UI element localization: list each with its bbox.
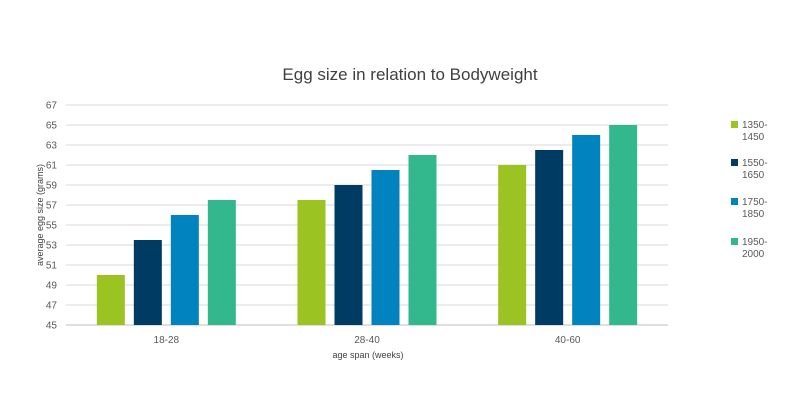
bar [207,200,236,325]
chart-title: Egg size in relation to Bodyweight [282,65,537,84]
y-tick-label: 49 [46,281,58,292]
legend-item: 1750-1850 [731,197,768,220]
legend-label: 1350- [742,120,768,131]
y-axis-label: average egg size (grams) [35,164,45,266]
bar [535,150,564,325]
legend-item: 1950-2000 [731,237,768,260]
bar [609,125,638,325]
legend-label: 1650 [742,170,765,181]
x-axis-label: age span (weeks) [332,350,403,360]
y-tick-label: 67 [46,101,58,112]
y-tick-label: 57 [46,201,58,212]
legend-label: 1750- [742,197,768,208]
bars-group [96,125,638,325]
legend-label: 1850 [742,209,765,220]
legend-label: 2000 [742,249,765,260]
y-tick-label: 53 [46,241,58,252]
x-tick-label: 18-28 [154,335,180,346]
y-tick-label: 61 [46,161,58,172]
bar [408,155,437,325]
bar [498,165,527,325]
bar [371,170,400,325]
y-tick-label: 47 [46,301,58,312]
legend-label: 1550- [742,158,768,169]
gridlines [66,104,668,326]
x-tick-label: 28-40 [354,335,380,346]
legend-swatch [731,121,738,128]
y-tick-label: 55 [46,221,58,232]
y-tick-label: 45 [46,321,58,332]
legend: 1350-1450 1550-1650 1750-1850 1950-2000 [731,120,768,260]
y-tick-label: 63 [46,141,58,152]
legend-swatch [731,198,738,205]
bar [297,200,326,325]
bar [170,215,199,325]
bar [334,185,363,325]
legend-swatch [731,159,738,166]
x-tick-label: 40-60 [555,335,581,346]
legend-swatch [731,238,738,245]
legend-item: 1550-1650 [731,158,768,181]
y-axis-ticks: 45 47 49 51 53 55 57 59 61 63 65 67 [46,101,58,332]
legend-item: 1350-1450 [731,120,768,143]
x-axis-ticks: 18-28 28-40 40-60 [154,335,581,346]
bar [572,135,601,325]
y-tick-label: 65 [46,121,58,132]
legend-label: 1950- [742,237,768,248]
y-tick-label: 51 [46,261,58,272]
legend-label: 1450 [742,132,765,143]
bar [133,240,162,325]
bar [96,275,125,325]
y-tick-label: 59 [46,181,58,192]
